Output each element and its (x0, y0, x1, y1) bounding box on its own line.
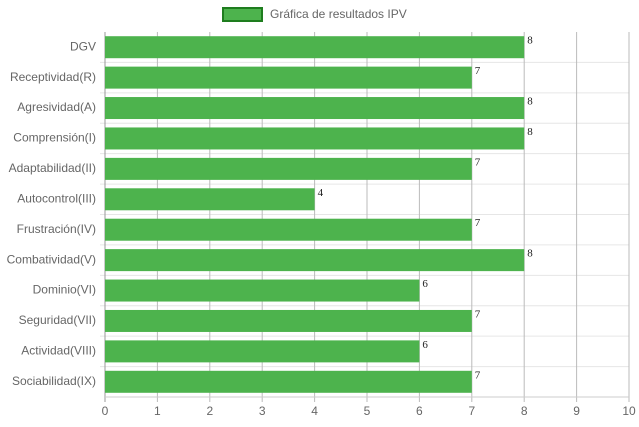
x-tick-label: 8 (521, 404, 528, 418)
y-tick-label: Combatividad(V) (7, 252, 96, 266)
bar (105, 36, 525, 59)
x-tick-label: 5 (364, 404, 371, 418)
x-tick-label: 10 (622, 404, 636, 418)
bar (105, 370, 472, 393)
x-tick-label: 2 (206, 404, 213, 418)
y-tick-label: Autocontrol(III) (17, 191, 96, 205)
bar (105, 188, 315, 211)
value-label: 8 (527, 248, 533, 260)
x-tick-label: 1 (154, 404, 161, 418)
value-label: 7 (475, 369, 481, 381)
value-label: 7 (475, 65, 481, 77)
x-tick-label: 0 (102, 404, 109, 418)
bar (105, 218, 472, 241)
value-label: 6 (422, 278, 428, 290)
y-tick-label: Receptividad(R) (10, 70, 96, 84)
y-tick-label: Seguridad(VII) (19, 313, 96, 327)
bar (105, 127, 525, 150)
value-label: 6 (422, 339, 428, 351)
y-tick-label: Comprensión(I) (13, 131, 96, 145)
y-tick-label: Actividad(VIII) (21, 344, 96, 358)
x-tick-label: 3 (259, 404, 266, 418)
value-label: 8 (527, 96, 533, 108)
bar (105, 309, 472, 332)
value-label: 8 (527, 35, 533, 47)
bar (105, 97, 525, 120)
x-tick-label: 6 (416, 404, 423, 418)
bar (105, 340, 420, 363)
legend-label[interactable]: Gráfica de resultados IPV (270, 7, 407, 21)
y-tick-label: Frustración(IV) (17, 222, 96, 236)
bar (105, 249, 525, 272)
value-label: 7 (475, 217, 481, 229)
x-tick-label: 4 (311, 404, 318, 418)
x-tick-label: 7 (468, 404, 475, 418)
y-tick-label: Dominio(VI) (33, 283, 96, 297)
y-tick-label: DGV (70, 39, 96, 53)
bar (105, 279, 420, 302)
y-tick-label: Agresividad(A) (17, 100, 96, 114)
y-tick-label: Adaptabilidad(II) (9, 161, 96, 175)
bar (105, 157, 472, 180)
bar (105, 66, 472, 89)
value-label: 7 (475, 308, 481, 320)
value-label: 7 (475, 156, 481, 168)
value-label: 4 (318, 187, 324, 199)
legend-swatch[interactable] (222, 7, 263, 22)
x-tick-label: 9 (573, 404, 580, 418)
y-tick-label: Sociabilidad(IX) (12, 374, 96, 388)
value-label: 8 (527, 126, 533, 138)
